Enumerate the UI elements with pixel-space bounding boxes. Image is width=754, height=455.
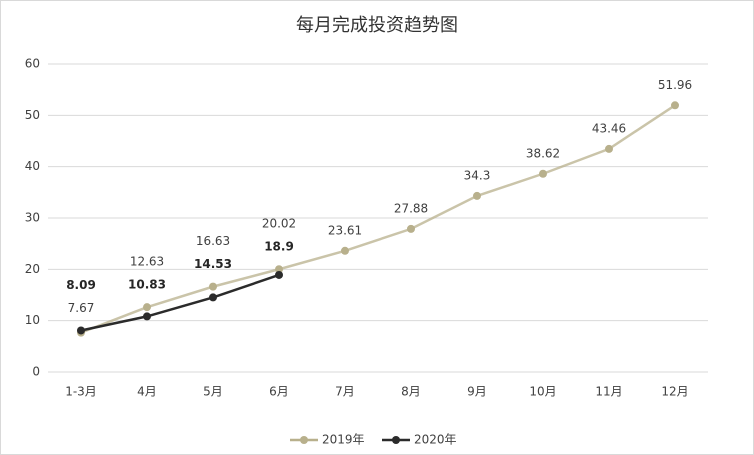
legend-label: 2020年 [414, 433, 457, 447]
legend-marker [300, 436, 308, 444]
x-tick-label: 12月 [661, 385, 688, 399]
data-label: 27.88 [394, 201, 428, 215]
y-tick-label: 0 [32, 365, 40, 379]
series-line [80, 273, 280, 332]
data-label: 12.63 [130, 255, 164, 269]
y-tick-label: 30 [25, 211, 40, 225]
data-label: 8.09 [66, 278, 96, 292]
x-tick-label: 4月 [137, 385, 157, 399]
x-tick-label: 9月 [467, 385, 487, 399]
series-point [209, 293, 217, 302]
series-point [143, 303, 151, 312]
series-point [341, 246, 349, 255]
chart-title: 每月完成投资趋势图 [296, 15, 458, 36]
legend-marker [392, 436, 400, 444]
series-point [143, 312, 151, 321]
data-label: 43.46 [592, 121, 626, 135]
data-label: 20.02 [262, 217, 296, 231]
x-tick-label: 11月 [595, 385, 622, 399]
data-label: 23.61 [328, 223, 362, 237]
data-label: 7.67 [68, 301, 95, 315]
series-point [275, 270, 283, 279]
series-point [539, 169, 547, 178]
series-point [605, 144, 613, 153]
series-point [209, 282, 217, 291]
data-label: 38.62 [526, 146, 560, 160]
series-point [275, 265, 283, 274]
data-label: 18.9 [264, 240, 294, 254]
x-tick-label: 6月 [269, 385, 289, 399]
y-tick-label: 40 [25, 159, 40, 173]
x-tick-label: 8月 [401, 385, 421, 399]
series-point [407, 224, 415, 233]
legend-label: 2019年 [322, 433, 365, 447]
y-tick-label: 50 [25, 108, 40, 122]
series-point [473, 191, 481, 200]
data-label: 16.63 [196, 234, 230, 248]
data-label: 14.53 [194, 257, 232, 271]
data-label: 10.83 [128, 278, 166, 292]
x-tick-label: 5月 [203, 385, 223, 399]
x-tick-label: 7月 [335, 385, 355, 399]
data-label: 34.3 [464, 168, 491, 182]
y-tick-label: 60 [25, 57, 40, 71]
data-label: 51.96 [658, 78, 692, 92]
series-point [77, 326, 85, 335]
y-tick-label: 20 [25, 262, 40, 276]
series-point [671, 101, 679, 110]
x-tick-label: 1-3月 [65, 385, 97, 399]
y-tick-label: 10 [25, 313, 40, 327]
x-tick-label: 10月 [529, 385, 556, 399]
series-line [80, 104, 676, 334]
